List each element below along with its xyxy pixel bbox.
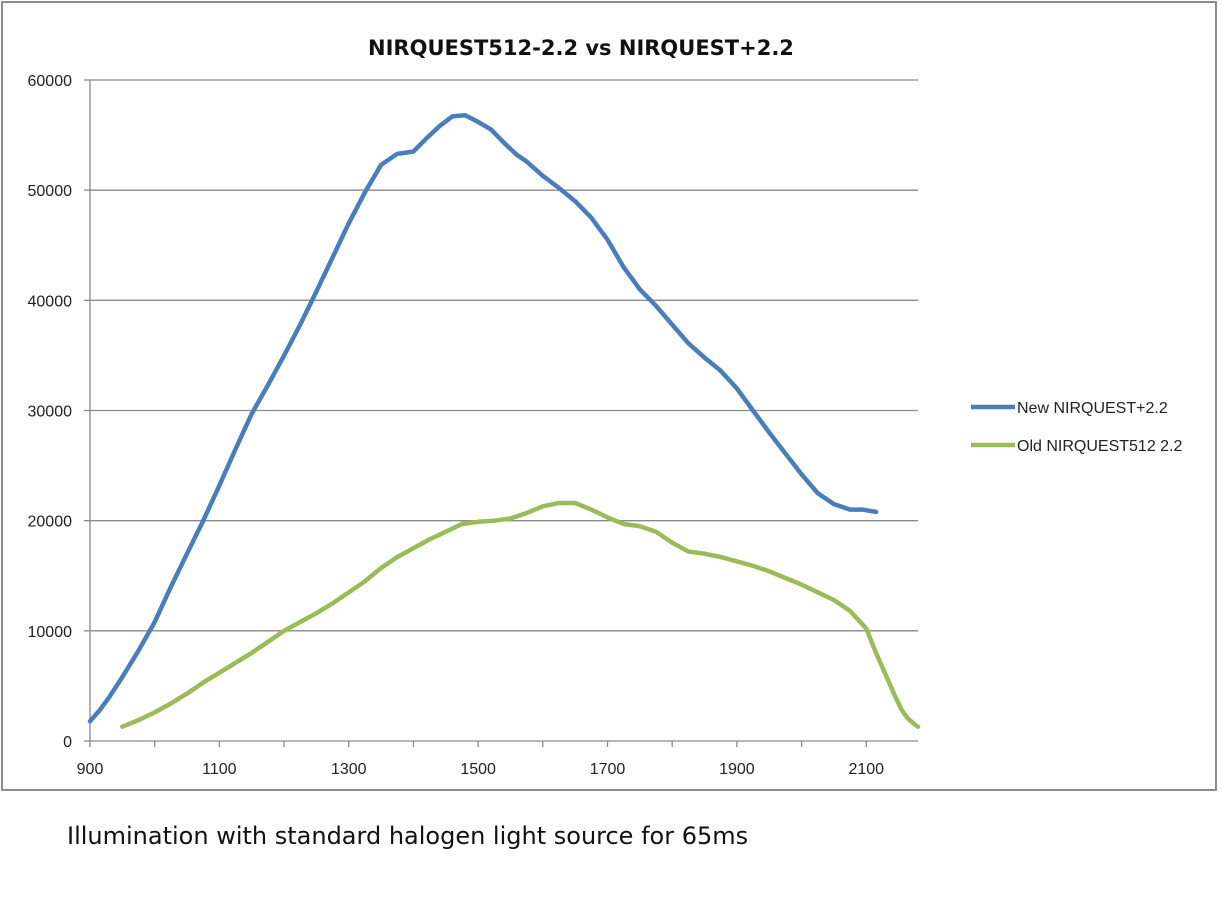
y-tick-label: 60000 [28,73,73,90]
x-tick-label: 1700 [590,761,626,778]
x-tick-label: 1100 [202,761,237,778]
figure-caption: Illumination with standard halogen light… [67,822,749,850]
y-tick-label: 30000 [28,404,73,421]
x-tick-label: 1900 [719,761,755,778]
y-tick-label: 10000 [28,624,73,641]
axes: 0 10000 20000 30000 40000 50000 60000 900 1100 13… [28,73,918,778]
series-line-new-nirquest-plus [87,113,879,724]
x-tick-label: 900 [77,761,104,778]
chart-title: NIRQUEST512-2.2 vs NIRQUEST+2.2 [368,36,794,60]
x-tick-label: 1500 [460,761,496,778]
legend-label: Old NIRQUEST512 2.2 [1017,438,1183,455]
chart-frame: NIRQUEST512-2.2 vs NIRQUEST+2.2 0 10000 20… [1,1,1217,791]
y-tick-label: 40000 [28,293,73,310]
y-tick-label: 20000 [28,514,73,531]
y-tick-label: 0 [63,734,72,751]
x-tick-label: 2100 [848,761,884,778]
series-line-old-nirquest512 [120,500,921,729]
y-tick-label: 50000 [28,183,73,200]
x-tick-label: 1300 [331,761,367,778]
legend-label: New NIRQUEST+2.2 [1017,400,1168,417]
line-chart: NIRQUEST512-2.2 vs NIRQUEST+2.2 0 10000 20… [28,36,1183,778]
legend: New NIRQUEST+2.2 Old NIRQUEST512 2.2 [971,400,1183,455]
gridlines [90,79,918,632]
series-lines [87,113,921,729]
